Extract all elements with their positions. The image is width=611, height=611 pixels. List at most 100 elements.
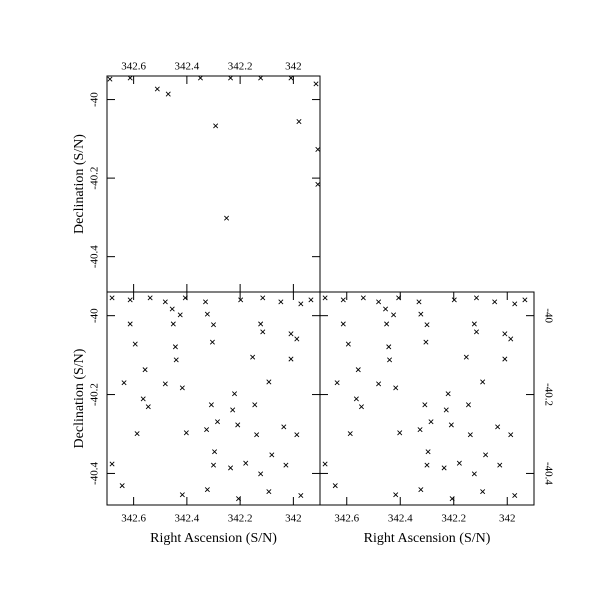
data-point	[448, 422, 454, 428]
data-point	[173, 357, 179, 363]
data-point	[236, 496, 242, 502]
data-point	[228, 75, 234, 81]
y-tick-label: -40.4	[89, 245, 101, 268]
data-point	[480, 489, 486, 495]
x-tick-label: 342.2	[228, 61, 253, 73]
data-point	[165, 91, 171, 97]
data-point	[396, 295, 402, 301]
data-point	[235, 422, 241, 428]
data-point	[169, 306, 175, 312]
data-point	[212, 449, 218, 455]
data-point	[213, 123, 219, 129]
data-point	[228, 465, 234, 471]
data-point	[347, 431, 353, 437]
data-point	[425, 449, 431, 455]
data-point	[260, 329, 266, 335]
y-tick-label: -40	[89, 308, 101, 323]
data-point	[288, 331, 294, 337]
data-point	[473, 295, 480, 301]
y-tick-label: -40.4	[89, 461, 101, 484]
data-point	[340, 321, 346, 327]
data-point	[423, 339, 429, 345]
data-point	[204, 487, 210, 493]
data-point	[119, 483, 125, 489]
data-point	[471, 471, 477, 477]
data-point	[384, 321, 390, 327]
data-point	[473, 329, 480, 335]
data-point	[258, 471, 264, 477]
data-point	[142, 367, 148, 373]
data-point	[278, 299, 284, 305]
data-point	[162, 381, 168, 387]
data-point	[260, 295, 266, 301]
data-point	[232, 391, 238, 397]
data-point	[483, 452, 489, 458]
data-point	[422, 402, 428, 408]
data-point	[445, 391, 451, 397]
data-point	[183, 430, 189, 436]
y-tick-label: -40	[542, 308, 554, 323]
data-point	[332, 483, 338, 489]
x-tick-label: 342	[285, 61, 302, 73]
data-point	[495, 424, 501, 430]
data-point	[360, 295, 366, 301]
data-point	[456, 460, 462, 466]
y-tick-label: -40.2	[89, 167, 101, 190]
data-point	[107, 76, 113, 82]
y-axis-label: Declination (S/N)	[72, 134, 87, 234]
data-point	[266, 489, 272, 495]
data-point	[492, 299, 498, 305]
data-point	[298, 301, 304, 307]
data-point	[508, 336, 514, 342]
data-point	[177, 312, 183, 318]
data-point	[283, 462, 289, 468]
data-point	[162, 299, 168, 305]
data-point	[512, 493, 518, 499]
data-point	[204, 311, 210, 317]
data-point	[387, 357, 393, 363]
data-point	[127, 75, 133, 81]
data-point	[224, 215, 230, 221]
data-point	[294, 336, 300, 342]
data-point	[502, 331, 508, 337]
x-tick-label: 342.4	[175, 61, 200, 73]
data-point	[121, 380, 127, 386]
data-point	[416, 299, 422, 305]
data-point	[383, 306, 389, 312]
plot-frame	[319, 291, 535, 506]
data-point	[443, 407, 449, 413]
x-tick-label: 342.2	[228, 513, 253, 525]
data-point	[353, 396, 359, 402]
data-point	[238, 297, 244, 303]
data-point	[127, 297, 133, 303]
x-tick-label: 342.4	[388, 513, 413, 525]
data-point	[230, 407, 236, 413]
data-point	[140, 396, 146, 402]
data-point	[315, 181, 321, 187]
data-point	[109, 295, 115, 301]
data-point	[288, 75, 294, 81]
data-point	[308, 297, 314, 303]
data-point	[132, 341, 138, 347]
data-point	[109, 461, 115, 467]
plot-frame	[106, 75, 321, 293]
data-point	[334, 380, 340, 386]
data-point	[512, 301, 518, 307]
data-point	[441, 465, 447, 471]
data-point	[288, 356, 294, 362]
data-point	[296, 119, 302, 125]
y-tick-label: -40.4	[542, 462, 554, 485]
data-point	[254, 432, 260, 438]
data-point	[391, 312, 397, 318]
data-point	[502, 356, 508, 362]
data-point	[418, 487, 424, 493]
data-point	[182, 295, 188, 301]
data-point	[358, 404, 364, 410]
data-point	[258, 75, 264, 81]
x-tick-label: 342	[499, 513, 516, 525]
data-point	[451, 297, 457, 303]
data-point	[397, 430, 403, 436]
data-point	[252, 402, 258, 408]
data-point	[345, 341, 351, 347]
